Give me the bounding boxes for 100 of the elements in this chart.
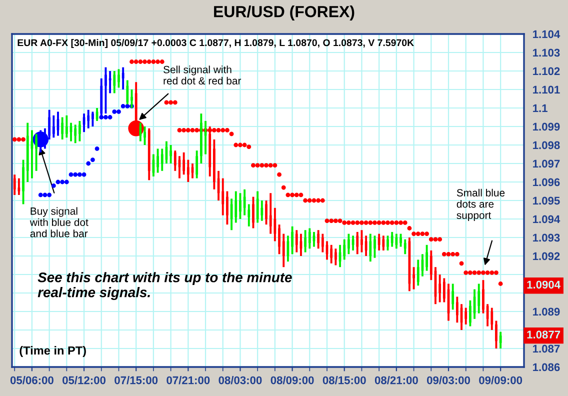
x-tick-label: 08/09:00 [270, 376, 314, 384]
point [112, 110, 117, 114]
candlestick [334, 248, 337, 266]
point [60, 180, 65, 184]
candlestick [269, 192, 272, 235]
candlestick [278, 224, 280, 256]
candlestick [295, 229, 298, 254]
candlestick [196, 150, 198, 180]
candlestick [386, 234, 389, 252]
candlestick [356, 230, 359, 256]
candlestick [22, 158, 24, 206]
y-tick-label: 1.104 [533, 30, 560, 38]
candlestick [400, 232, 402, 248]
candlestick [74, 124, 77, 144]
point [64, 180, 69, 184]
candlestick [252, 196, 254, 230]
candlestick [78, 120, 81, 142]
annotation: Small blue dots are support [456, 188, 505, 221]
candlestick [156, 148, 159, 174]
x-tick-label: 07/15:00 [114, 376, 158, 384]
text: 1.0877 [527, 330, 560, 339]
x-tick-label: 08/03:00 [218, 376, 262, 384]
candlestick [265, 200, 268, 226]
point [42, 192, 48, 198]
y-tick-label: 1.094 [533, 215, 560, 224]
point [86, 161, 91, 166]
candlestick [442, 277, 446, 304]
candlestick [490, 306, 494, 331]
chart-subtitle: EUR A0-FX [30-Min] 05/09/17 +0.0003 C 1.0877, H 1.0879, L 1.0870, O 1.0873, V 7.5970K [18, 38, 414, 48]
candlestick [469, 299, 472, 328]
candlestick [92, 110, 94, 128]
candlestick [482, 279, 484, 314]
annotation: See this chart with its up to the minute real-time signals. [38, 272, 292, 300]
candlestick [160, 148, 164, 172]
candlestick [61, 116, 64, 140]
candlestick [464, 306, 468, 326]
candlestick [182, 151, 186, 176]
annotation: Buy signal with blue dot and blue bar [30, 207, 88, 238]
candlestick [369, 232, 372, 263]
y-tick-label: 1.092 [533, 252, 560, 260]
candlestick [430, 249, 432, 282]
candlestick [282, 232, 285, 268]
candlestick [144, 126, 146, 146]
point [77, 172, 82, 177]
y-tick-label: 1.096 [533, 178, 560, 186]
candlestick [495, 320, 498, 350]
x-tick-label: 09/03:00 [427, 376, 470, 384]
candlestick [213, 138, 216, 190]
candlestick [360, 229, 363, 254]
candlestick [438, 274, 442, 304]
y-tick-label: 1.102 [533, 67, 560, 76]
x-tick-label: 09/09:00 [479, 376, 522, 384]
candlestick [174, 150, 176, 172]
candlestick [395, 232, 398, 250]
point [104, 115, 108, 120]
x-tick-label: 08/21:00 [374, 376, 418, 384]
x-tick-label: 08/15:00 [322, 376, 366, 384]
point [38, 192, 43, 198]
candlestick [426, 244, 428, 272]
candlestick [416, 258, 420, 287]
candlestick [65, 114, 68, 139]
annotation: (Time in PT) [20, 346, 86, 358]
candlestick [456, 296, 458, 324]
candlestick [186, 158, 190, 183]
candlestick [18, 177, 20, 196]
candlestick [317, 229, 320, 250]
y-tick-label: 1.093 [533, 234, 560, 242]
x-tick-label: 05/12:00 [62, 376, 106, 384]
candlestick [343, 238, 346, 261]
point [68, 172, 74, 177]
candlestick [108, 70, 112, 94]
y-tick-label: 1.097 [533, 160, 560, 168]
point [94, 146, 100, 151]
point [120, 104, 126, 108]
point [73, 172, 78, 177]
candlestick [222, 177, 224, 216]
candlestick [321, 232, 324, 254]
y-tick-label: 1.095 [533, 196, 560, 205]
y-tick-label: 1.099 [533, 122, 560, 131]
candlestick [330, 244, 333, 264]
candlestick [274, 206, 276, 242]
annotation: Sell signal with red dot & red bar [164, 66, 242, 85]
candlestick [390, 230, 394, 248]
point [108, 115, 112, 120]
candlestick [118, 68, 120, 89]
candlestick [239, 192, 242, 220]
candlestick [256, 190, 259, 224]
candlestick [234, 190, 238, 224]
candlestick [404, 238, 406, 256]
y-tick-label: 1.086 [533, 363, 560, 372]
candlestick [412, 266, 415, 290]
candlestick [304, 229, 307, 254]
point [116, 110, 121, 114]
candlestick [452, 282, 454, 311]
candlestick [478, 282, 480, 314]
text: 1.0904 [527, 280, 560, 289]
candlestick [378, 232, 380, 252]
candlestick [382, 234, 385, 252]
candlestick [122, 66, 124, 90]
candlestick [139, 122, 142, 142]
